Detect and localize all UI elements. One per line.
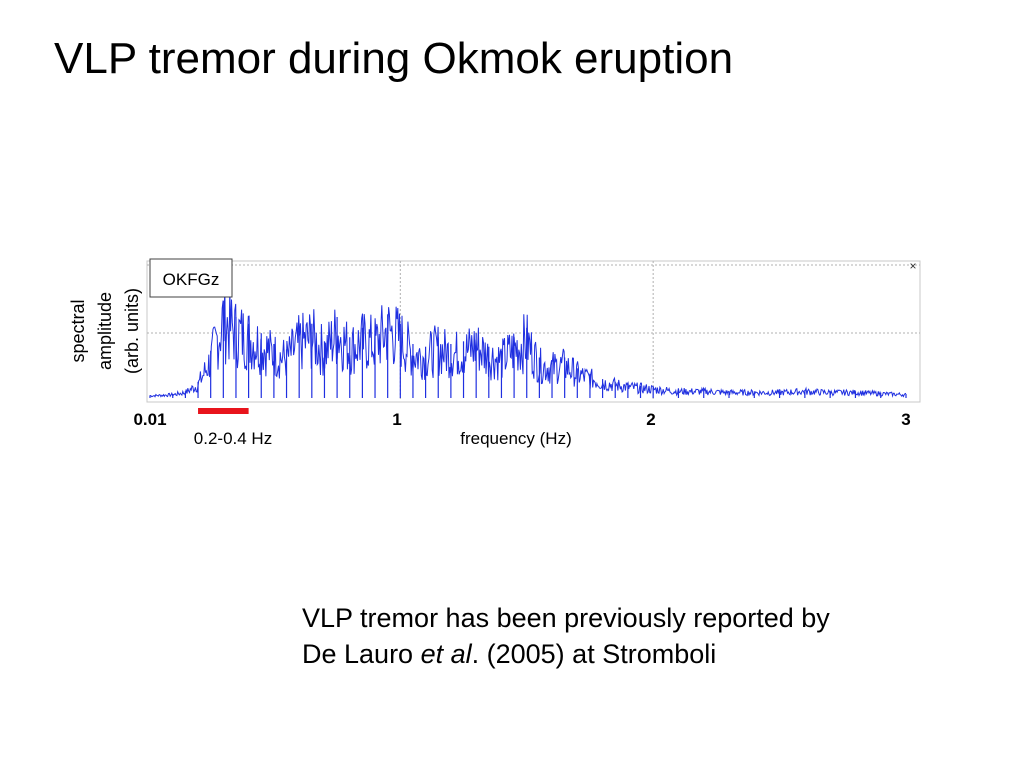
caption-line-2-post: . (2005) at Stromboli [471, 639, 717, 669]
spectrum-line [149, 282, 907, 398]
caption-line-2: De Lauro et al. (2005) at Stromboli [302, 636, 830, 672]
x-tick-label-1: 1 [392, 410, 401, 429]
spectrum-series [149, 282, 907, 398]
x-tick-label-3: 3 [901, 410, 910, 429]
band-label: 0.2-0.4 Hz [194, 429, 272, 448]
caption-line-2-pre: De Lauro [302, 639, 421, 669]
band-marker [198, 408, 249, 414]
caption: VLP tremor has been previously reported … [302, 600, 830, 672]
station-label-box [149, 258, 233, 298]
x-tick-label-2: 2 [646, 410, 655, 429]
x-axis-label: frequency (Hz) [460, 429, 571, 448]
caption-line-1: VLP tremor has been previously reported … [302, 603, 830, 633]
plot-frame [146, 260, 921, 403]
caption-line-2-italic: et al [420, 639, 472, 669]
y-axis-label-line2: amplitude [95, 292, 115, 370]
close-icon[interactable]: × [909, 259, 916, 273]
slide-title: VLP tremor during Okmok eruption [54, 34, 734, 83]
station-label: OKFGz [163, 270, 220, 289]
x-tick-label-0: 0.01 [133, 410, 166, 429]
y-axis-label-line1: spectral [68, 299, 88, 362]
y-axis-label-line3: (arb. units) [122, 288, 142, 374]
